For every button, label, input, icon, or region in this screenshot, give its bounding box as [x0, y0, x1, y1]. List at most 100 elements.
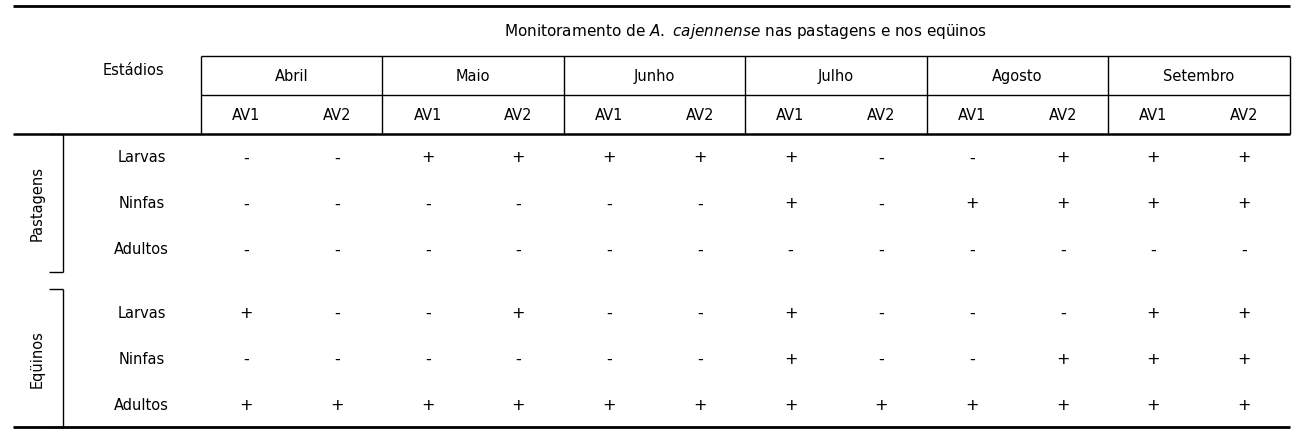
Text: Pastagens: Pastagens — [30, 166, 44, 241]
Text: -: - — [879, 242, 884, 257]
Text: -: - — [607, 351, 612, 366]
Text: +: + — [1056, 397, 1069, 412]
Text: +: + — [1147, 196, 1160, 211]
Text: +: + — [603, 150, 616, 165]
Text: AV2: AV2 — [504, 108, 533, 122]
Text: Larvas: Larvas — [118, 305, 166, 320]
Text: +: + — [1147, 305, 1160, 320]
Text: Maio: Maio — [456, 69, 490, 83]
Text: -: - — [244, 150, 249, 165]
Text: -: - — [607, 242, 612, 257]
Text: +: + — [1238, 196, 1251, 211]
Text: Julho: Julho — [818, 69, 854, 83]
Text: -: - — [607, 196, 612, 211]
Text: -: - — [969, 305, 975, 320]
Text: +: + — [1238, 351, 1251, 366]
Text: -: - — [334, 242, 340, 257]
Text: +: + — [1147, 351, 1160, 366]
Text: +: + — [1056, 196, 1069, 211]
Text: -: - — [879, 351, 884, 366]
Text: +: + — [421, 150, 434, 165]
Text: -: - — [425, 351, 430, 366]
Text: AV2: AV2 — [1048, 108, 1077, 122]
Text: +: + — [330, 397, 343, 412]
Text: -: - — [1060, 242, 1065, 257]
Text: -: - — [1242, 242, 1247, 257]
Text: -: - — [425, 196, 430, 211]
Text: +: + — [784, 196, 797, 211]
Text: +: + — [966, 196, 978, 211]
Text: +: + — [512, 150, 525, 165]
Text: Ninfas: Ninfas — [119, 196, 165, 211]
Text: Larvas: Larvas — [118, 150, 166, 165]
Text: -: - — [969, 242, 975, 257]
Text: +: + — [603, 397, 616, 412]
Text: Setembro: Setembro — [1164, 69, 1234, 83]
Text: +: + — [966, 397, 978, 412]
Text: -: - — [334, 196, 340, 211]
Text: -: - — [1151, 242, 1156, 257]
Text: +: + — [693, 397, 706, 412]
Text: +: + — [1147, 150, 1160, 165]
Text: +: + — [784, 305, 797, 320]
Text: AV2: AV2 — [323, 108, 351, 122]
Text: -: - — [244, 351, 249, 366]
Text: -: - — [244, 196, 249, 211]
Text: -: - — [879, 305, 884, 320]
Text: Eqüinos: Eqüinos — [30, 330, 44, 388]
Text: +: + — [784, 397, 797, 412]
Text: AV1: AV1 — [958, 108, 986, 122]
Text: +: + — [1238, 397, 1251, 412]
Text: +: + — [512, 397, 525, 412]
Text: +: + — [1238, 305, 1251, 320]
Text: -: - — [516, 242, 521, 257]
Text: -: - — [425, 305, 430, 320]
Text: -: - — [697, 351, 702, 366]
Text: +: + — [240, 305, 253, 320]
Text: AV2: AV2 — [1230, 108, 1258, 122]
Text: +: + — [784, 351, 797, 366]
Text: -: - — [516, 351, 521, 366]
Text: -: - — [334, 305, 340, 320]
Text: -: - — [244, 242, 249, 257]
Text: Abril: Abril — [275, 69, 308, 83]
Text: -: - — [879, 150, 884, 165]
Text: Estádios: Estádios — [102, 63, 165, 78]
Text: AV1: AV1 — [776, 108, 805, 122]
Text: Agosto: Agosto — [993, 69, 1042, 83]
Text: AV1: AV1 — [413, 108, 442, 122]
Text: -: - — [788, 242, 793, 257]
Text: AV2: AV2 — [686, 108, 714, 122]
Text: -: - — [516, 196, 521, 211]
Text: Adultos: Adultos — [114, 397, 170, 412]
Text: Monitoramento de $\it{A.\ cajennense}$ nas pastagens e nos eqüinos: Monitoramento de $\it{A.\ cajennense}$ n… — [504, 22, 986, 41]
Text: AV1: AV1 — [1139, 108, 1168, 122]
Text: Adultos: Adultos — [114, 242, 170, 257]
Text: -: - — [697, 242, 702, 257]
Text: -: - — [607, 305, 612, 320]
Text: +: + — [240, 397, 253, 412]
Text: +: + — [1056, 351, 1069, 366]
Text: AV1: AV1 — [232, 108, 260, 122]
Text: +: + — [421, 397, 434, 412]
Text: +: + — [1147, 397, 1160, 412]
Text: +: + — [784, 150, 797, 165]
Text: AV2: AV2 — [867, 108, 896, 122]
Text: -: - — [697, 305, 702, 320]
Text: -: - — [334, 351, 340, 366]
Text: +: + — [875, 397, 888, 412]
Text: +: + — [512, 305, 525, 320]
Text: -: - — [1060, 305, 1065, 320]
Text: +: + — [1056, 150, 1069, 165]
Text: -: - — [879, 196, 884, 211]
Text: +: + — [693, 150, 706, 165]
Text: +: + — [1238, 150, 1251, 165]
Text: -: - — [334, 150, 340, 165]
Text: -: - — [697, 196, 702, 211]
Text: -: - — [969, 150, 975, 165]
Text: Ninfas: Ninfas — [119, 351, 165, 366]
Text: AV1: AV1 — [595, 108, 623, 122]
Text: -: - — [425, 242, 430, 257]
Text: Junho: Junho — [634, 69, 675, 83]
Text: -: - — [969, 351, 975, 366]
